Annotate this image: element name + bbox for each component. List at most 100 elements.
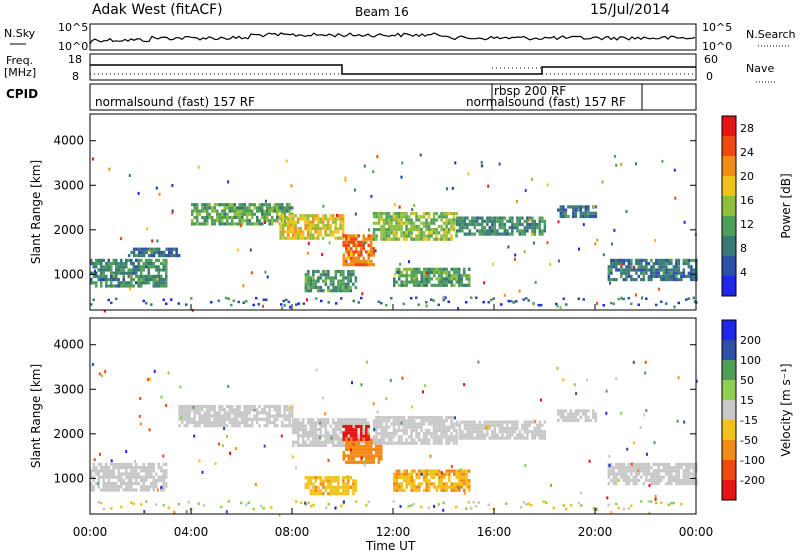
cell <box>355 500 358 503</box>
cell <box>655 462 658 466</box>
cell <box>410 237 413 241</box>
cell <box>360 296 363 300</box>
cell <box>592 412 595 416</box>
cell <box>235 417 239 421</box>
cell <box>100 469 103 473</box>
cell <box>364 421 367 425</box>
cell <box>302 443 305 447</box>
cell <box>399 262 402 266</box>
cell <box>102 478 105 482</box>
cell <box>433 283 436 287</box>
cell <box>630 462 633 466</box>
cell <box>481 229 484 233</box>
cell <box>299 424 302 428</box>
cell <box>238 404 241 409</box>
cell <box>380 432 383 436</box>
cell <box>400 438 403 442</box>
cell <box>342 479 345 483</box>
cell <box>157 278 160 282</box>
cell <box>438 267 441 271</box>
cell <box>692 475 696 479</box>
cell <box>162 454 165 458</box>
cell <box>201 203 204 207</box>
cell <box>324 233 327 237</box>
cell <box>160 469 163 473</box>
cell <box>450 422 453 426</box>
cell <box>652 265 656 269</box>
cell <box>562 504 565 507</box>
cell <box>100 278 103 282</box>
cell <box>307 431 310 435</box>
cell <box>385 218 388 222</box>
cell <box>319 233 322 237</box>
cell <box>632 268 636 272</box>
cell <box>107 485 110 489</box>
cell <box>157 284 160 288</box>
cell <box>360 383 363 387</box>
cell <box>237 248 240 252</box>
cell <box>448 472 451 476</box>
cell <box>329 289 333 293</box>
cell <box>345 447 348 452</box>
cell <box>276 206 279 210</box>
cell <box>155 478 158 482</box>
cell <box>642 466 646 470</box>
cell <box>354 488 358 493</box>
cell <box>673 168 676 172</box>
cell <box>339 443 342 447</box>
cell <box>110 268 113 272</box>
cell <box>100 475 103 479</box>
cell <box>350 451 353 455</box>
cell <box>283 408 286 412</box>
cell <box>125 450 128 453</box>
cell <box>460 482 463 486</box>
cell <box>447 228 451 232</box>
cell <box>365 437 368 441</box>
cell <box>241 215 244 220</box>
cell <box>395 215 398 219</box>
cell <box>344 276 348 280</box>
cell <box>188 417 191 421</box>
cell <box>336 217 340 221</box>
cell <box>344 289 348 293</box>
cell <box>253 203 256 207</box>
cell <box>460 283 463 287</box>
cell <box>213 414 216 418</box>
cell <box>660 258 663 262</box>
cell <box>150 462 153 466</box>
cell <box>493 433 497 437</box>
cell <box>314 492 318 496</box>
cell <box>319 440 322 444</box>
cell <box>228 206 231 210</box>
cell <box>275 411 279 415</box>
cell <box>410 218 413 222</box>
cell <box>538 433 542 437</box>
cell <box>685 298 688 301</box>
cell <box>468 420 472 424</box>
cell <box>218 424 221 428</box>
cell <box>307 437 310 441</box>
cell <box>340 297 343 300</box>
cell <box>347 237 350 241</box>
cell <box>349 418 352 422</box>
cell <box>312 485 315 489</box>
cell <box>235 408 239 412</box>
cell <box>435 441 438 445</box>
cell <box>350 424 353 429</box>
cell <box>243 414 246 418</box>
cell <box>531 436 534 440</box>
cell <box>238 424 241 428</box>
cell <box>336 213 338 217</box>
cell <box>365 460 368 464</box>
cell <box>625 475 628 479</box>
cell <box>620 296 623 300</box>
cell <box>335 302 338 305</box>
colorbar-tick-label: 16 <box>740 194 754 207</box>
cell <box>352 421 355 425</box>
cell <box>372 212 376 216</box>
cell <box>311 220 315 224</box>
cell <box>120 482 123 486</box>
cell <box>405 212 408 216</box>
cell <box>630 472 633 476</box>
cell <box>647 462 651 466</box>
